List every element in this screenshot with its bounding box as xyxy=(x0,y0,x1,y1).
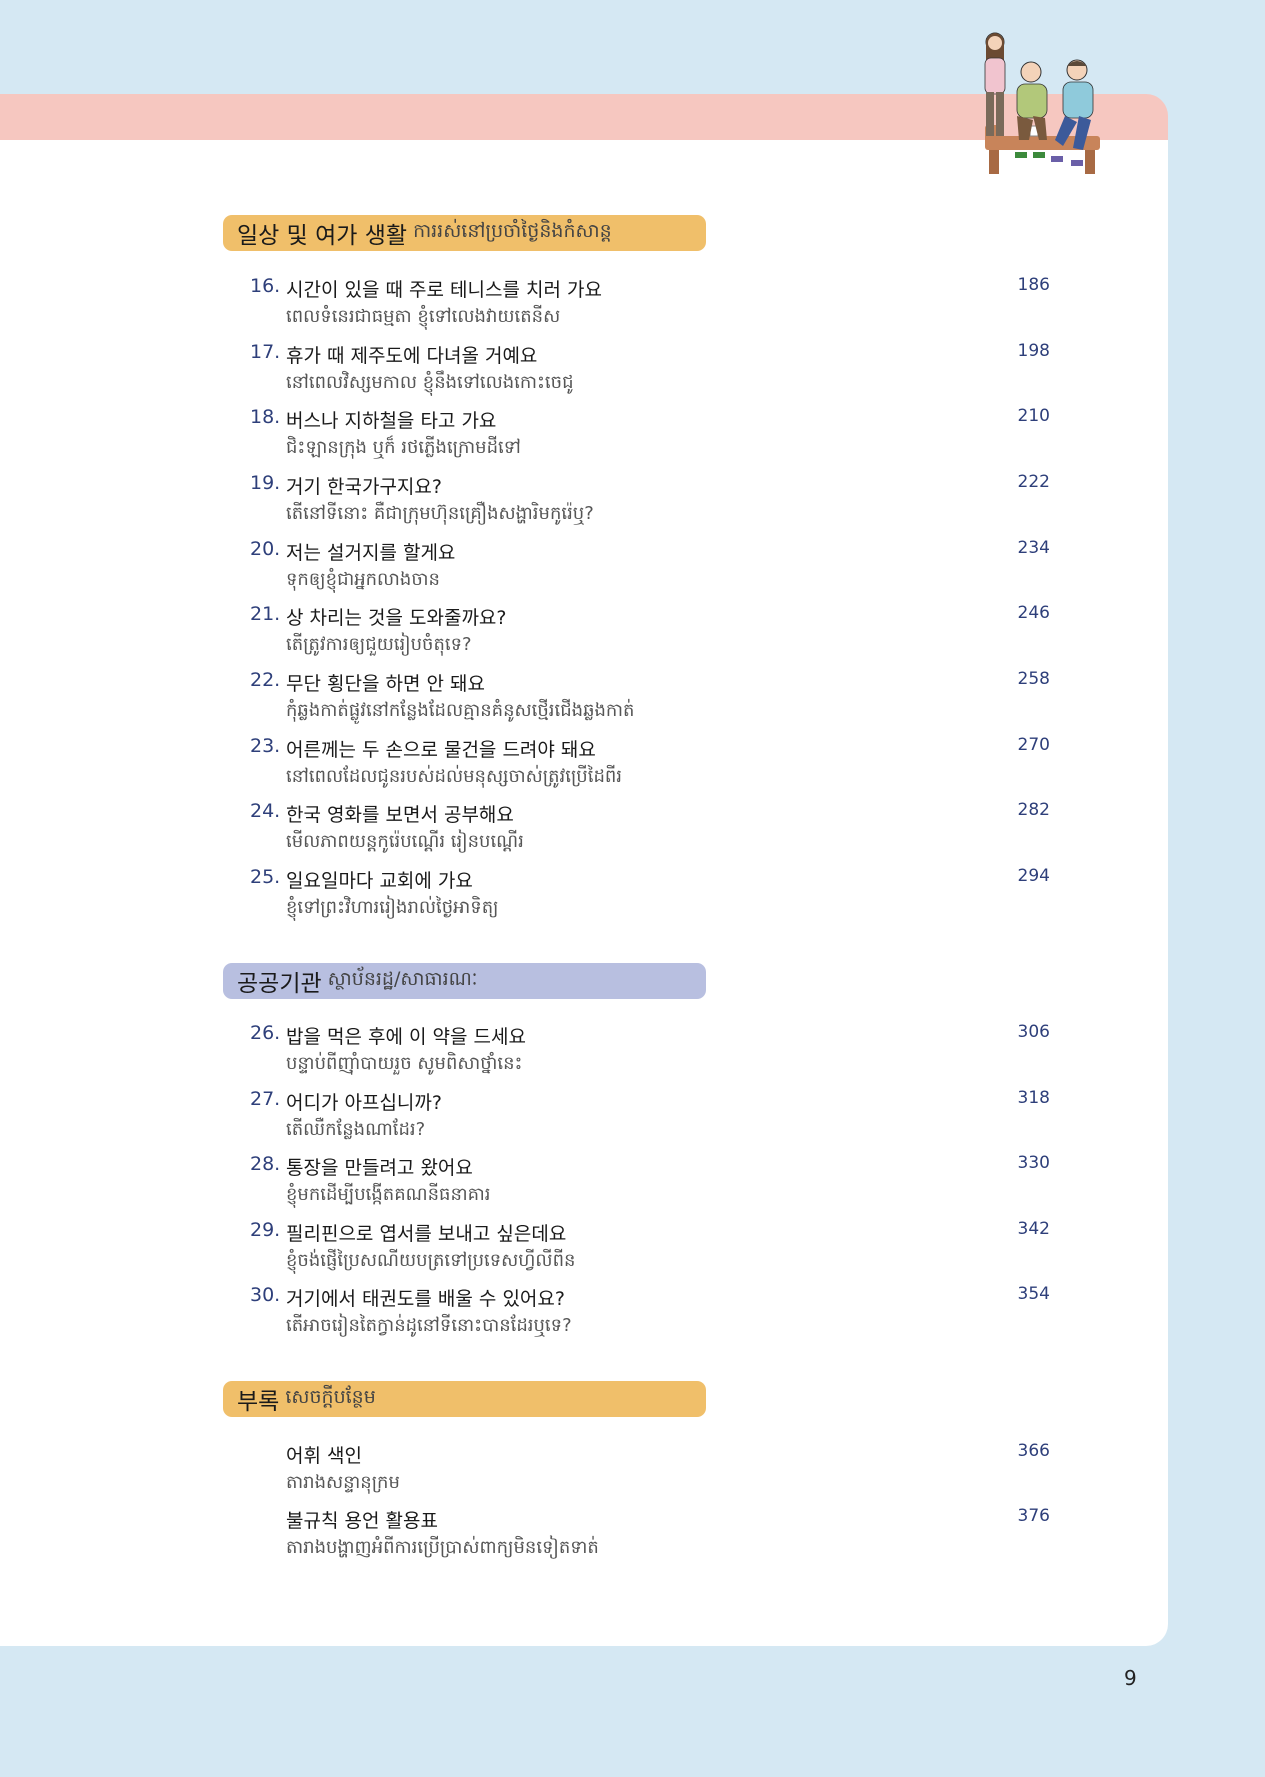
toc-entry[interactable]: 28. 통장을 만들려고 왔어요 ខ្ញុំមកដើម្បីបង្កើតគណនី… xyxy=(250,1153,1050,1215)
toc-entry[interactable]: 16. 시간이 있을 때 주로 테니스를 치러 가요 ពេលទំនេរជាធម្… xyxy=(250,275,1050,337)
entry-page: 246 xyxy=(1017,603,1050,623)
entry-title-ko: 필리핀으로 엽서를 보내고 싶은데요 xyxy=(286,1223,567,1245)
entry-page: 354 xyxy=(1017,1284,1050,1304)
entry-number: 28. xyxy=(250,1153,281,1175)
entry-page: 258 xyxy=(1017,669,1050,689)
header-band xyxy=(0,94,1168,140)
people-on-bench-illustration xyxy=(984,32,1100,174)
section-title-ko: 일상 및 여가 생활 xyxy=(237,223,408,249)
entry-number: 17. xyxy=(250,341,281,363)
entry-number: 24. xyxy=(250,800,281,822)
entry-number: 29. xyxy=(250,1219,281,1241)
entry-number: 19. xyxy=(250,472,281,494)
toc-entry[interactable]: 17. 휴가 때 제주도에 다녀올 거예요 នៅពេលវិស្សមកាល ខ្ញ… xyxy=(250,341,1050,403)
entry-page: 330 xyxy=(1017,1153,1050,1173)
section-header-appendix: 부록 សេចក្តីបន្ថែម xyxy=(223,1381,706,1417)
entry-title-ko: 상 차리는 것을 도와줄까요? xyxy=(286,607,507,629)
entry-page: 270 xyxy=(1017,735,1050,755)
section-title-km: សេចក្តីបន្ថែម xyxy=(285,1386,376,1408)
toc-entry[interactable]: 26. 밥을 먹은 후에 이 약을 드세요 បន្ទាប់ពីញ៉ាំបាយរួ… xyxy=(250,1022,1050,1084)
toc-entry[interactable]: 어휘 색인 តារាងសន្ទានុក្រម 366 xyxy=(250,1441,1050,1503)
entry-number: 20. xyxy=(250,538,281,560)
toc-entry[interactable]: 22. 무단 횡단을 하면 안 돼요 កុំឆ្លងកាត់ផ្លូវនៅកន្… xyxy=(250,669,1050,731)
entry-page: 186 xyxy=(1017,275,1050,295)
entry-title-ko: 어른께는 두 손으로 물건을 드려야 돼요 xyxy=(286,739,596,761)
entry-title-km: ខ្ញុំចង់ផ្ញើប្រៃសណីយបត្រទៅប្រទេសហ្វីលីពី… xyxy=(286,1250,576,1271)
entry-page: 282 xyxy=(1017,800,1050,820)
entry-page: 222 xyxy=(1017,472,1050,492)
entry-title-ko: 휴가 때 제주도에 다녀올 거예요 xyxy=(286,345,538,367)
entry-page: 376 xyxy=(1017,1506,1050,1526)
entry-title-km: ខ្ញុំទៅព្រះវិហាររៀងរាល់ថ្ងៃអាទិត្យ xyxy=(286,897,499,918)
toc-entry[interactable]: 18. 버스나 지하철을 타고 가요 ជិះឡានក្រុង ឬក៏ រថភ្ល… xyxy=(250,406,1050,468)
entry-title-km: មើលភាពយន្តកូរ៉េបណ្តើរ រៀនបណ្តើរ xyxy=(286,831,524,852)
entry-title-ko: 저는 설거지를 할게요 xyxy=(286,542,456,564)
entry-title-ko: 통장을 만들려고 왔어요 xyxy=(286,1157,473,1179)
entry-title-km: តារាងសន្ទានុក្រម xyxy=(286,1472,400,1493)
entry-title-km: នៅពេលដែលជូនរបស់ដល់មនុស្សចាស់ត្រូវប្រើដៃព… xyxy=(286,766,623,787)
entry-page: 366 xyxy=(1017,1441,1050,1461)
toc-entry[interactable]: 27. 어디가 아프십니까? តើឈឺកន្លែងណាដែរ? 318 xyxy=(250,1088,1050,1150)
entry-number: 25. xyxy=(250,866,281,888)
section-title-ko: 부록 xyxy=(237,1389,280,1415)
entry-page: 294 xyxy=(1017,866,1050,886)
entry-title-km: តើអាចរៀនតៃក្វាន់ដូនៅទីនោះបានដែរឬទេ? xyxy=(286,1315,572,1336)
entry-title-km: ខ្ញុំមកដើម្បីបង្កើតគណនីធនាគារ xyxy=(286,1184,491,1205)
entry-page: 318 xyxy=(1017,1088,1050,1108)
entry-title-km: តើឈឺកន្លែងណាដែរ? xyxy=(286,1119,426,1140)
entry-title-ko: 무단 횡단을 하면 안 돼요 xyxy=(286,673,485,695)
entry-title-km: តារាងបង្ហាញអំពីការប្រើប្រាស់ពាក្យមិនទៀតទ… xyxy=(286,1537,599,1558)
entry-title-ko: 한국 영화를 보면서 공부해요 xyxy=(286,804,514,826)
entry-title-km: នៅពេលវិស្សមកាល ខ្ញុំនឹងទៅលេងកោះចេជូ xyxy=(286,372,574,393)
entry-page: 234 xyxy=(1017,538,1050,558)
entry-page: 198 xyxy=(1017,341,1050,361)
entry-page: 210 xyxy=(1017,406,1050,426)
entry-title-ko: 거기에서 태권도를 배울 수 있어요? xyxy=(286,1288,565,1310)
toc-entry[interactable]: 29. 필리핀으로 엽서를 보내고 싶은데요 ខ្ញុំចង់ផ្ញើប្រៃស… xyxy=(250,1219,1050,1281)
entry-number: 16. xyxy=(250,275,281,297)
entry-title-km: តើនៅទីនោះ គឺជាក្រុមហ៊ុនគ្រឿងសង្ហារិមកូរ៉… xyxy=(286,503,594,524)
entry-title-ko: 일요일마다 교회에 가요 xyxy=(286,870,473,892)
entry-title-ko: 버스나 지하철을 타고 가요 xyxy=(286,410,497,432)
entry-title-ko: 밥을 먹은 후에 이 약을 드세요 xyxy=(286,1026,526,1048)
entry-title-km: ជិះឡានក្រុង ឬក៏ រថភ្លើងក្រោមដីទៅ xyxy=(286,437,521,458)
entry-number: 23. xyxy=(250,735,281,757)
toc-entry[interactable]: 24. 한국 영화를 보면서 공부해요 មើលភាពយន្តកូរ៉េបណ្តើ… xyxy=(250,800,1050,862)
section-title-km: ការរស់នៅប្រចាំថ្ងៃនិងកំសាន្ត xyxy=(413,220,612,242)
entry-page: 306 xyxy=(1017,1022,1050,1042)
toc-entry[interactable]: 30. 거기에서 태권도를 배울 수 있어요? តើអាចរៀនតៃក្វាន់… xyxy=(250,1284,1050,1346)
section-title-ko: 공공기관 xyxy=(237,971,322,997)
toc-entry[interactable]: 불규칙 용언 활용표 តារាងបង្ហាញអំពីការប្រើប្រាស់ព… xyxy=(250,1506,1050,1568)
entry-number: 30. xyxy=(250,1284,281,1306)
entry-title-km: តើត្រូវការឲ្យជួយរៀបចំតុទេ? xyxy=(286,634,472,655)
entry-title-ko: 불규칙 용언 활용표 xyxy=(286,1510,438,1532)
section-title-km: ស្ថាប័នរដ្ឋ/សាធារណៈ xyxy=(327,968,478,990)
entry-title-ko: 시간이 있을 때 주로 테니스를 치러 가요 xyxy=(286,279,602,301)
entry-title-km: ពេលទំនេរជាធម្មតា ខ្ញុំទៅលេងវាយតេនីស xyxy=(286,306,561,327)
entry-number: 22. xyxy=(250,669,281,691)
toc-entry[interactable]: 23. 어른께는 두 손으로 물건을 드려야 돼요 នៅពេលដែលជូនរបស… xyxy=(250,735,1050,797)
entry-page: 342 xyxy=(1017,1219,1050,1239)
entry-title-km: បន្ទាប់ពីញ៉ាំបាយរួច សូមពិសាថ្នាំនេះ xyxy=(286,1053,523,1074)
entry-number: 21. xyxy=(250,603,281,625)
entry-title-km: កុំឆ្លងកាត់ផ្លូវនៅកន្លែងដែលគ្មានគំនូសថ្ម… xyxy=(286,700,635,721)
section-header-public-institutions: 공공기관 ស្ថាប័នរដ្ឋ/សាធារណៈ xyxy=(223,963,706,999)
entry-title-km: ទុកឲ្យខ្ញុំជាអ្នកលាងចាន xyxy=(286,569,440,590)
entry-title-ko: 어디가 아프십니까? xyxy=(286,1092,442,1114)
page-number: 9 xyxy=(1124,1666,1137,1690)
toc-entry[interactable]: 19. 거기 한국가구지요? តើនៅទីនោះ គឺជាក្រុមហ៊ុនគ្… xyxy=(250,472,1050,534)
section-header-daily-life: 일상 및 여가 생활 ការរស់នៅប្រចាំថ្ងៃនិងកំសាន្ត xyxy=(223,215,706,251)
entry-number: 26. xyxy=(250,1022,281,1044)
toc-entry[interactable]: 20. 저는 설거지를 할게요 ទុកឲ្យខ្ញុំជាអ្នកលាងចាន … xyxy=(250,538,1050,600)
toc-entry[interactable]: 21. 상 차리는 것을 도와줄까요? តើត្រូវការឲ្យជួយរៀបច… xyxy=(250,603,1050,665)
entry-title-ko: 거기 한국가구지요? xyxy=(286,476,442,498)
toc-entry[interactable]: 25. 일요일마다 교회에 가요 ខ្ញុំទៅព្រះវិហាររៀងរាល់… xyxy=(250,866,1050,928)
entry-title-ko: 어휘 색인 xyxy=(286,1445,362,1467)
entry-number: 27. xyxy=(250,1088,281,1110)
entry-number: 18. xyxy=(250,406,281,428)
